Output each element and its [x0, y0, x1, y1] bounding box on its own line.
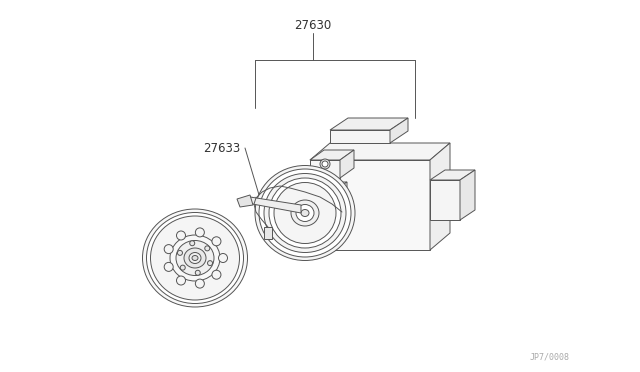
Ellipse shape	[291, 200, 319, 226]
Polygon shape	[310, 143, 450, 160]
Circle shape	[189, 241, 195, 246]
Polygon shape	[340, 150, 354, 178]
Polygon shape	[430, 180, 460, 220]
Circle shape	[180, 265, 185, 270]
Circle shape	[207, 261, 212, 266]
Ellipse shape	[301, 209, 309, 217]
Circle shape	[212, 237, 221, 246]
Polygon shape	[237, 195, 253, 207]
Ellipse shape	[184, 248, 206, 268]
Ellipse shape	[176, 241, 214, 276]
Ellipse shape	[147, 212, 243, 304]
Polygon shape	[390, 118, 408, 143]
Polygon shape	[264, 227, 272, 239]
Ellipse shape	[259, 169, 351, 257]
Polygon shape	[330, 118, 408, 130]
Ellipse shape	[264, 173, 346, 253]
Circle shape	[319, 192, 324, 196]
Circle shape	[164, 245, 173, 254]
Circle shape	[320, 159, 330, 169]
Polygon shape	[310, 160, 340, 178]
Ellipse shape	[189, 253, 201, 263]
Polygon shape	[310, 190, 335, 206]
Ellipse shape	[192, 256, 198, 260]
Circle shape	[205, 246, 210, 251]
Polygon shape	[310, 160, 430, 250]
Circle shape	[195, 270, 200, 275]
Polygon shape	[460, 170, 475, 220]
Polygon shape	[247, 197, 301, 213]
Circle shape	[177, 276, 186, 285]
Ellipse shape	[143, 209, 248, 307]
Ellipse shape	[170, 235, 220, 281]
Polygon shape	[310, 150, 354, 160]
Polygon shape	[310, 182, 347, 190]
Ellipse shape	[150, 216, 239, 300]
Text: JP7/0008: JP7/0008	[530, 353, 570, 362]
Text: 27630: 27630	[294, 19, 332, 32]
Circle shape	[195, 279, 204, 288]
Polygon shape	[330, 130, 390, 143]
Circle shape	[212, 270, 221, 279]
Polygon shape	[430, 170, 475, 180]
Ellipse shape	[296, 205, 314, 221]
Ellipse shape	[269, 178, 341, 248]
Text: 27633: 27633	[203, 141, 240, 154]
Circle shape	[177, 231, 186, 240]
Ellipse shape	[255, 166, 355, 260]
Circle shape	[164, 262, 173, 272]
Ellipse shape	[274, 183, 336, 244]
Circle shape	[318, 190, 326, 198]
Circle shape	[177, 250, 182, 255]
Polygon shape	[430, 143, 450, 250]
Circle shape	[322, 161, 328, 167]
Circle shape	[195, 228, 204, 237]
Circle shape	[218, 253, 227, 263]
Polygon shape	[335, 182, 347, 206]
